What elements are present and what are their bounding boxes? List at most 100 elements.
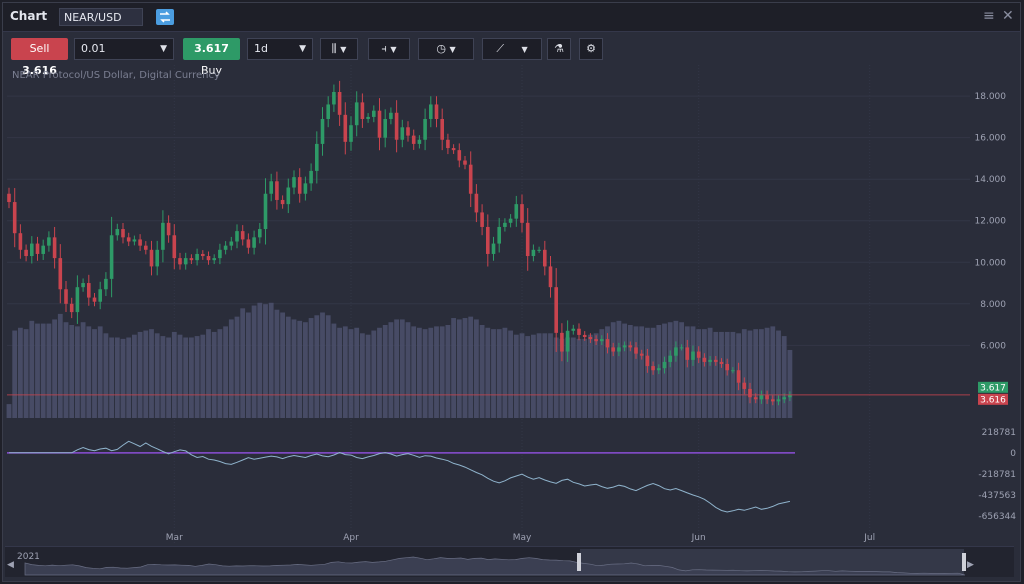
candle-body (240, 231, 245, 240)
candle-body (258, 229, 262, 238)
navigator-right-handle[interactable] (962, 553, 966, 571)
swap-symbol-icon[interactable] (156, 9, 174, 25)
buy-label: Buy (200, 64, 223, 77)
volume-bar (97, 326, 103, 418)
volume-bar (303, 322, 308, 418)
candle-body (457, 150, 462, 161)
volume-bar (377, 327, 382, 418)
candle-body (639, 353, 644, 356)
candle-body (771, 399, 775, 402)
volume-bar (126, 337, 132, 418)
volume-bar (166, 337, 171, 418)
sell-button[interactable]: Sell 3.616 (11, 38, 68, 77)
gear-icon: ⚙ (586, 42, 596, 55)
volume-bar (75, 326, 80, 418)
close-icon[interactable]: ✕ (1002, 8, 1014, 24)
volume-bar (308, 318, 314, 418)
volume-bar (149, 329, 154, 418)
candle-body (423, 118, 427, 140)
candle-body (600, 339, 604, 342)
candle-body (605, 339, 610, 348)
candle-body (474, 193, 479, 213)
volume-bar (40, 323, 46, 418)
candle-body (657, 368, 661, 371)
price-tick-label: 16.000 (975, 134, 1007, 144)
candle-body (212, 258, 216, 261)
candle-body (497, 226, 501, 244)
candle-body (674, 347, 678, 356)
candle-body (719, 361, 724, 365)
volume-bar (109, 337, 114, 418)
studies-button[interactable]: ⚗ (547, 38, 571, 60)
volume-bar (114, 337, 120, 418)
indicators-button[interactable]: ⫞ ▼ (368, 38, 410, 60)
volume-bar (548, 333, 553, 418)
candle-body (81, 283, 85, 288)
candle-body (206, 256, 211, 261)
candle-body (411, 135, 416, 144)
volume-bar (702, 329, 707, 418)
buy-button[interactable]: 3.617 Buy (183, 38, 240, 77)
candle-body (451, 148, 456, 151)
drawing-tool-button[interactable]: ⟋ ▼ (482, 38, 542, 60)
candle-body (201, 253, 205, 257)
quantity-select[interactable]: 0.01 ▼ (74, 38, 174, 60)
volume-bar (120, 338, 126, 418)
time-tick-label: May (513, 533, 532, 543)
volume-bar (394, 319, 399, 418)
volume-bar (337, 327, 342, 418)
candle-body (223, 245, 228, 250)
candle-body (486, 226, 490, 254)
volume-bar (6, 404, 12, 418)
timeframe-select[interactable]: 1d ▼ (247, 38, 313, 60)
volume-bar (605, 326, 610, 418)
chart-type-button[interactable]: ⫼ ▼ (320, 38, 358, 60)
candle-body (394, 112, 399, 140)
price-tick-label: 6.000 (980, 341, 1006, 351)
chevron-down-icon: ▼ (299, 44, 306, 54)
time-tick-label: Jun (691, 533, 706, 543)
candle-body (326, 104, 330, 119)
volume-bar (46, 323, 52, 418)
candle-body (218, 249, 222, 259)
volume-bar (200, 334, 206, 418)
settings-button[interactable]: ⚙ (579, 38, 603, 60)
symbol-input[interactable]: NEAR/USD (59, 8, 143, 26)
price-tick-label: 8.000 (980, 300, 1006, 310)
navigator-left-arrow-icon[interactable]: ◀ (7, 560, 14, 570)
volume-bar (257, 302, 263, 418)
navigator-right-arrow-icon[interactable]: ▶ (967, 560, 974, 570)
candle-body (691, 351, 695, 360)
candle-body (292, 177, 296, 188)
time-button[interactable]: ◷ ▼ (418, 38, 474, 60)
volume-bar (223, 326, 228, 418)
volume-bar (616, 320, 622, 418)
candle-body (269, 181, 273, 194)
candle-body (58, 258, 63, 290)
navigator[interactable]: 2021 ◀ ▶ (5, 546, 1014, 577)
candle-body (343, 114, 348, 142)
indicator-tick-label: -218781 (978, 470, 1016, 480)
candle-body (434, 104, 439, 119)
candle-body (189, 258, 194, 261)
volume-bar (92, 329, 97, 418)
menu-icon[interactable]: ≡ (983, 8, 995, 24)
navigator-left-handle[interactable] (577, 553, 581, 571)
volume-bar (35, 323, 40, 418)
candle-body (121, 229, 125, 238)
volume-bar (388, 322, 394, 418)
candle-body (406, 127, 410, 136)
candle-body (440, 118, 444, 140)
volume-bar (23, 329, 29, 418)
volume-bar (331, 323, 337, 418)
candle-body (417, 139, 422, 144)
candle-body (565, 330, 570, 352)
volume-bar (639, 326, 645, 418)
timeframe-value: 1d (254, 42, 268, 55)
candle-body (463, 160, 467, 165)
candle-body (491, 243, 496, 254)
candle-body (560, 332, 564, 352)
volume-bar (599, 329, 605, 418)
